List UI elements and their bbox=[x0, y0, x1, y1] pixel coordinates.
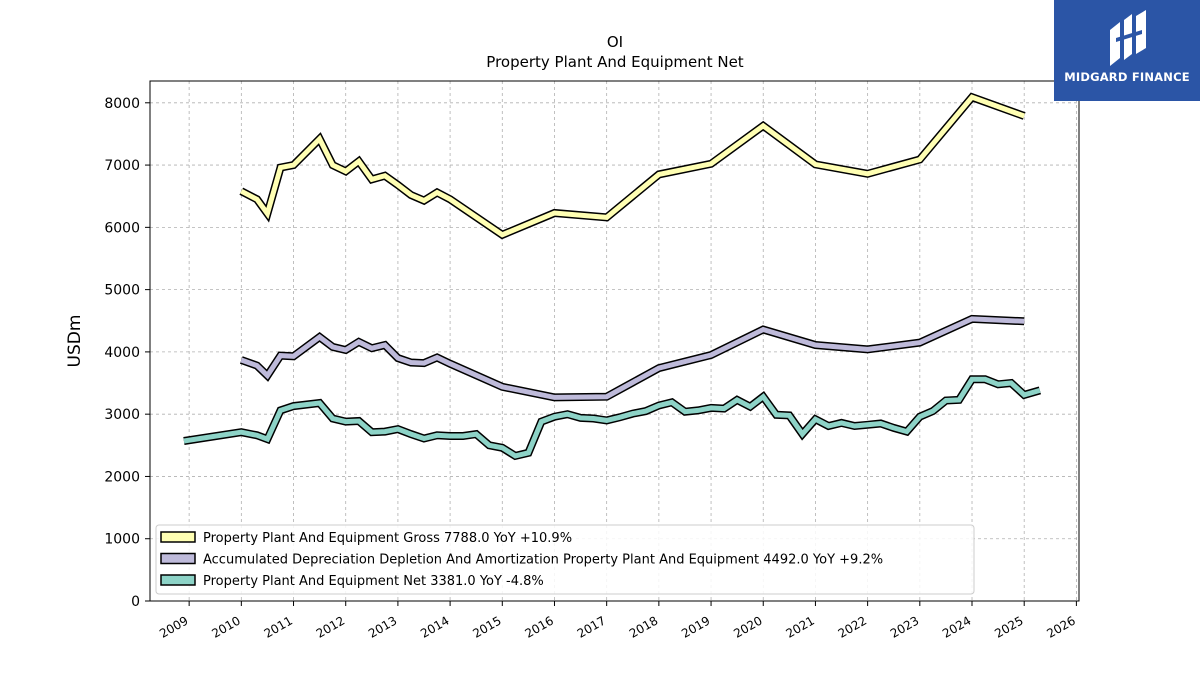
y-tick-label: 7000 bbox=[104, 158, 140, 174]
series-outline-1 bbox=[239, 92, 1026, 240]
series-lines bbox=[183, 92, 1042, 461]
x-tick-label: 2024 bbox=[940, 613, 973, 640]
x-tick-label: 2020 bbox=[731, 613, 764, 640]
x-tick-label: 2019 bbox=[679, 613, 712, 640]
y-tick-label: 4000 bbox=[104, 345, 140, 361]
x-tick-label: 2025 bbox=[992, 613, 1025, 640]
x-tick-label: 2016 bbox=[523, 613, 556, 640]
x-tick-label: 2014 bbox=[418, 613, 451, 640]
x-tick-label: 2009 bbox=[157, 613, 190, 640]
x-tick-label: 2017 bbox=[575, 613, 608, 640]
y-tick-label: 5000 bbox=[104, 283, 140, 299]
x-tick-label: 2015 bbox=[470, 613, 503, 640]
y-tick-label: 2000 bbox=[104, 469, 140, 485]
x-tick-label: 2023 bbox=[888, 613, 921, 640]
x-tick-label: 2010 bbox=[209, 613, 242, 640]
brand-logo: MIDGARD FINANCE bbox=[1054, 0, 1200, 101]
series-line-1 bbox=[240, 94, 1026, 238]
x-tick-label: 2021 bbox=[783, 613, 816, 640]
legend-swatch bbox=[160, 552, 196, 565]
x-tick-label: 2013 bbox=[366, 613, 399, 640]
legend-label: Property Plant And Equipment Gross 7788.… bbox=[203, 531, 572, 546]
series-line-2 bbox=[240, 316, 1025, 400]
chart-subtitle: Property Plant And Equipment Net bbox=[486, 53, 743, 71]
chart-title: OI bbox=[607, 33, 623, 51]
grid bbox=[150, 81, 1079, 602]
y-tick-label: 0 bbox=[131, 594, 140, 610]
legend-swatch bbox=[160, 574, 196, 586]
x-tick-label: 2026 bbox=[1044, 613, 1077, 640]
brand-mark-icon bbox=[1110, 10, 1146, 66]
legend: Property Plant And Equipment Gross 7788.… bbox=[155, 524, 975, 595]
brand-name: MIDGARD FINANCE bbox=[1064, 70, 1190, 84]
x-tick-label: 2011 bbox=[262, 613, 295, 640]
y-tick-label: 6000 bbox=[104, 220, 140, 236]
series-outline-2 bbox=[239, 314, 1025, 402]
y-tick-label: 1000 bbox=[104, 532, 140, 548]
legend-box bbox=[155, 524, 975, 595]
x-tick-label: 2022 bbox=[836, 613, 869, 640]
y-axis-label: USDm bbox=[65, 315, 85, 368]
legend-label: Property Plant And Equipment Net 3381.0 … bbox=[203, 574, 544, 589]
legend-swatch bbox=[160, 531, 196, 543]
x-tick-label: 2018 bbox=[627, 613, 660, 640]
plot-frame bbox=[149, 80, 1080, 602]
y-tick-label: 3000 bbox=[104, 407, 140, 423]
series-line-3 bbox=[183, 376, 1041, 459]
x-tick-label: 2012 bbox=[314, 613, 347, 640]
y-tick-label: 8000 bbox=[104, 96, 140, 112]
legend-label: Accumulated Depreciation Depletion And A… bbox=[203, 553, 883, 568]
